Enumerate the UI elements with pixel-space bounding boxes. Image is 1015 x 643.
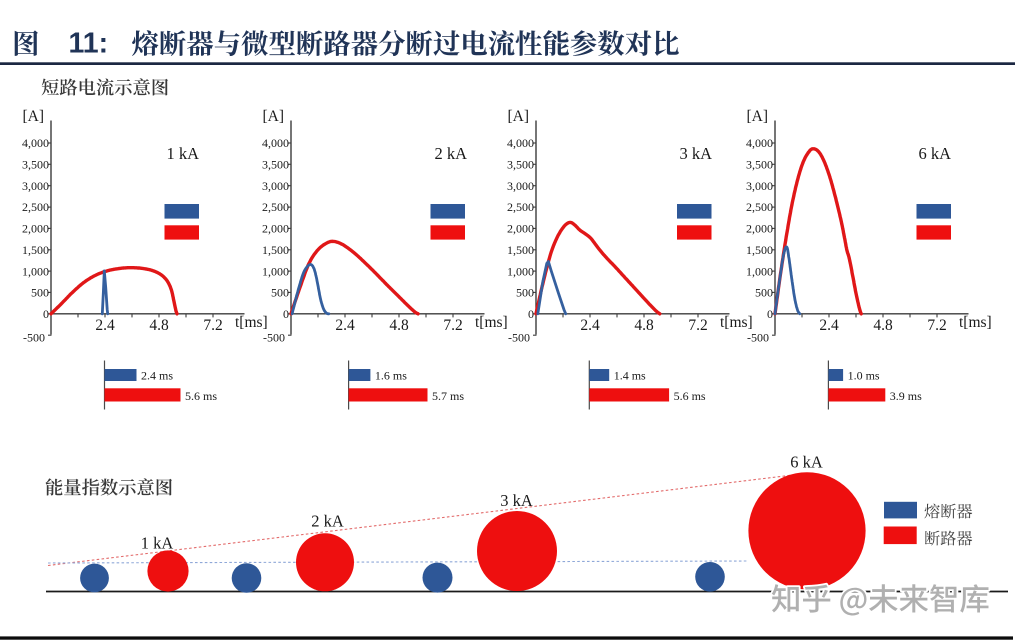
svg-text:1,000: 1,000 — [507, 264, 534, 278]
svg-text:500: 500 — [755, 286, 773, 300]
svg-text:4.8: 4.8 — [634, 317, 654, 334]
svg-text:11:: 11: — [69, 28, 109, 60]
svg-text:0: 0 — [283, 307, 289, 321]
svg-text:2,500: 2,500 — [22, 200, 49, 214]
svg-text:1 kA: 1 kA — [167, 144, 200, 163]
svg-text:6 kA: 6 kA — [790, 453, 823, 472]
svg-text:t[ms]: t[ms] — [235, 314, 268, 331]
svg-text:-500: -500 — [508, 330, 530, 344]
svg-text:0: 0 — [528, 307, 534, 321]
svg-text:1 kA: 1 kA — [141, 533, 174, 552]
svg-text:1,500: 1,500 — [22, 243, 49, 257]
svg-text:3 kA: 3 kA — [500, 491, 533, 510]
svg-text:4,000: 4,000 — [507, 136, 534, 150]
svg-text:5.7 ms: 5.7 ms — [432, 389, 464, 403]
svg-text:2,500: 2,500 — [507, 200, 534, 214]
svg-text:1,000: 1,000 — [22, 264, 49, 278]
svg-text:500: 500 — [516, 286, 534, 300]
svg-text:3,000: 3,000 — [507, 179, 534, 193]
svg-text:3,500: 3,500 — [746, 158, 773, 172]
svg-text:t[ms]: t[ms] — [959, 314, 992, 331]
svg-text:2.4: 2.4 — [819, 317, 839, 334]
svg-text:t[ms]: t[ms] — [720, 314, 753, 331]
svg-text:2,000: 2,000 — [507, 222, 534, 236]
svg-text:1.4 ms: 1.4 ms — [614, 369, 646, 383]
svg-text:1,500: 1,500 — [746, 243, 773, 257]
svg-text:3 kA: 3 kA — [680, 144, 713, 163]
svg-text:[A]: [A] — [263, 108, 285, 125]
svg-text:3,500: 3,500 — [22, 158, 49, 172]
svg-text:7.2: 7.2 — [927, 317, 946, 334]
svg-text:1,000: 1,000 — [746, 264, 773, 278]
svg-text:[A]: [A] — [23, 108, 45, 125]
svg-text:5.6 ms: 5.6 ms — [185, 389, 217, 403]
svg-text:7.2: 7.2 — [203, 317, 222, 334]
svg-text:2.4: 2.4 — [580, 317, 600, 334]
svg-text:6 kA: 6 kA — [919, 144, 952, 163]
svg-text:-500: -500 — [263, 330, 285, 344]
svg-text:2.4 ms: 2.4 ms — [141, 369, 173, 383]
svg-text:2.4: 2.4 — [335, 317, 355, 334]
svg-text:3,500: 3,500 — [262, 158, 289, 172]
svg-text:4.8: 4.8 — [149, 317, 169, 334]
svg-text:3,000: 3,000 — [262, 179, 289, 193]
svg-text:3.9 ms: 3.9 ms — [890, 389, 922, 403]
svg-text:2.4: 2.4 — [95, 317, 115, 334]
svg-text:4,000: 4,000 — [22, 136, 49, 150]
svg-text:0: 0 — [767, 307, 773, 321]
svg-text:4.8: 4.8 — [873, 317, 893, 334]
svg-text:0: 0 — [43, 307, 49, 321]
svg-text:2,500: 2,500 — [746, 200, 773, 214]
svg-text:t[ms]: t[ms] — [475, 314, 508, 331]
svg-text:4,000: 4,000 — [746, 136, 773, 150]
svg-text:-500: -500 — [23, 330, 45, 344]
svg-text:2,000: 2,000 — [262, 222, 289, 236]
svg-text:2 kA: 2 kA — [435, 144, 468, 163]
svg-text:4,000: 4,000 — [262, 136, 289, 150]
svg-text:2 kA: 2 kA — [311, 511, 344, 530]
svg-text:2,000: 2,000 — [22, 222, 49, 236]
svg-text:3,000: 3,000 — [22, 179, 49, 193]
svg-text:7.2: 7.2 — [688, 317, 707, 334]
svg-text:[A]: [A] — [508, 108, 530, 125]
svg-text:2,500: 2,500 — [262, 200, 289, 214]
svg-text:4.8: 4.8 — [389, 317, 409, 334]
svg-text:3,500: 3,500 — [507, 158, 534, 172]
svg-text:2,000: 2,000 — [746, 222, 773, 236]
svg-text:1.0 ms: 1.0 ms — [848, 369, 880, 383]
svg-text:7.2: 7.2 — [443, 317, 462, 334]
svg-text:500: 500 — [31, 286, 49, 300]
svg-text:1,500: 1,500 — [262, 243, 289, 257]
svg-text:1,500: 1,500 — [507, 243, 534, 257]
svg-text:-500: -500 — [747, 330, 769, 344]
svg-text:1,000: 1,000 — [262, 264, 289, 278]
svg-text:[A]: [A] — [747, 108, 769, 125]
svg-text:5.6 ms: 5.6 ms — [674, 389, 706, 403]
svg-text:500: 500 — [271, 286, 289, 300]
svg-text:3,000: 3,000 — [746, 179, 773, 193]
svg-text:1.6 ms: 1.6 ms — [375, 369, 407, 383]
